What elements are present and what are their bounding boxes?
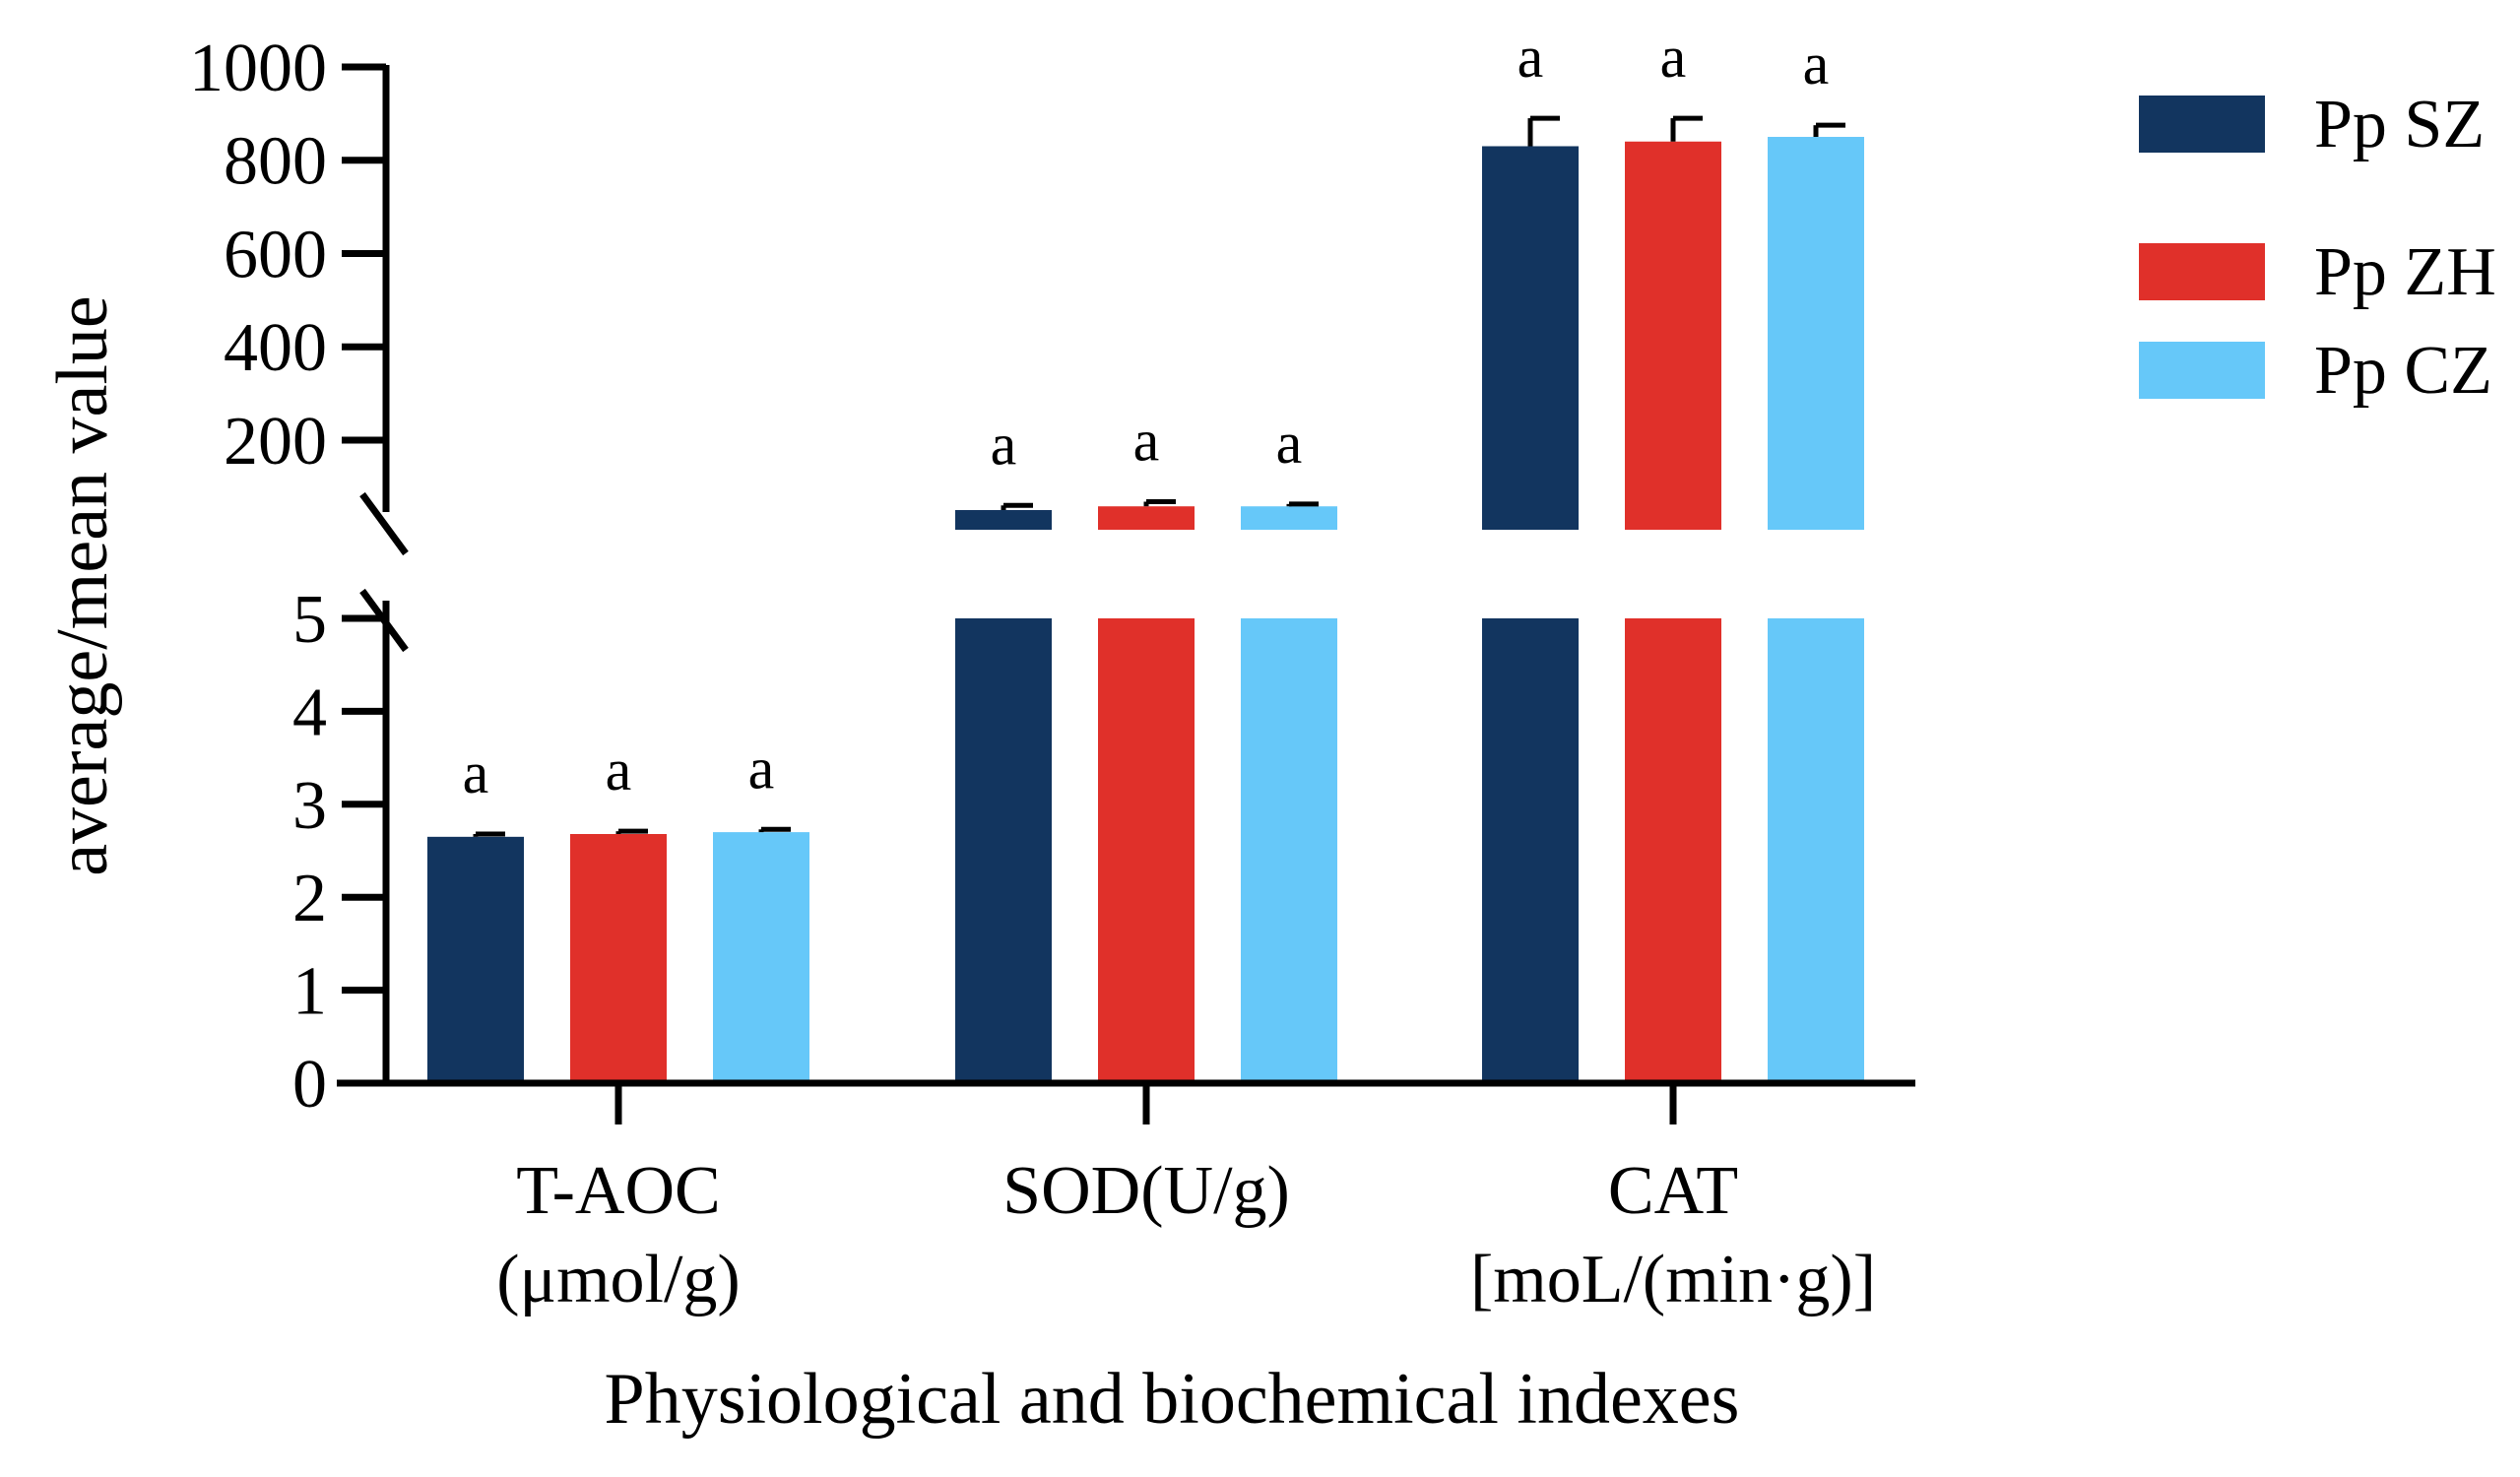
legend-swatch: [2139, 243, 2265, 300]
legend-entry-pp-cz: Pp CZ: [2139, 333, 2492, 409]
bar-lower: [1625, 618, 1721, 1083]
y-tick-label: 600: [224, 217, 327, 292]
x-tick-label: SOD(U/g): [1002, 1153, 1290, 1229]
bar-lower: [1768, 618, 1864, 1083]
x-tick-label: CAT [moL/(min·g)]: [1470, 1153, 1876, 1317]
y-tick-label: 800: [224, 124, 327, 200]
plot-area: a a a a a a a a a T-AOC (μmol/g) SOD(U/g) CAT [moL/(m…: [189, 25, 1915, 1317]
significance-label: a: [1276, 411, 1303, 476]
bar: [570, 834, 667, 1083]
y-axis-title: average/mean value: [42, 295, 123, 876]
y-tick-label: 0: [292, 1047, 327, 1123]
bar-lower: [1241, 618, 1337, 1083]
x-axis-title: Physiological and biochemical indexes: [605, 1359, 1740, 1440]
legend-entry-pp-zh: Pp ZH: [2139, 234, 2496, 310]
significance-label: a: [1660, 25, 1687, 90]
y-tick-label: 4: [292, 674, 327, 750]
bar-upper: [955, 510, 1052, 530]
y-tick-label: 2: [292, 861, 327, 936]
bar-lower: [1098, 618, 1195, 1083]
y-tick-label: 1000: [189, 31, 327, 106]
y-tick-label: 400: [224, 310, 327, 386]
significance-label: a: [1803, 32, 1830, 96]
significance-label: a: [991, 412, 1017, 477]
bar-upper: [1482, 146, 1579, 531]
bar: [427, 836, 524, 1083]
x-tick-label-line: T-AOC: [516, 1153, 720, 1229]
legend-swatch: [2139, 342, 2265, 399]
bar-upper: [1241, 506, 1337, 530]
x-tick-label-line: [moL/(min·g)]: [1470, 1242, 1876, 1317]
bar: [713, 832, 809, 1083]
bar-lower: [955, 618, 1052, 1083]
x-tick-label-line: CAT: [1608, 1153, 1738, 1229]
significance-label: a: [606, 738, 632, 803]
legend-label: Pp ZH: [2314, 234, 2496, 310]
y-tick-label: 1: [292, 954, 327, 1030]
y-tick-label: 3: [292, 768, 327, 844]
x-tick-label: T-AOC (μmol/g): [496, 1153, 741, 1317]
significance-label: a: [463, 740, 489, 805]
bar-upper: [1098, 506, 1195, 530]
bar-upper: [1625, 141, 1721, 530]
x-tick-label-line: SOD(U/g): [1002, 1153, 1290, 1229]
significance-label: a: [748, 736, 775, 801]
legend-swatch: [2139, 96, 2265, 153]
significance-label: a: [1133, 408, 1160, 473]
bar-upper: [1768, 137, 1864, 530]
y-tick-label: 200: [224, 404, 327, 480]
significance-label: a: [1518, 25, 1544, 90]
legend-entry-pp-sz: Pp SZ: [2139, 87, 2485, 162]
legend-label: Pp CZ: [2314, 333, 2492, 409]
axis-break-mark: [359, 588, 409, 653]
axis-break-mark: [359, 491, 409, 556]
legend-label: Pp SZ: [2314, 87, 2485, 162]
legend: Pp SZ Pp ZH Pp CZ: [2139, 87, 2496, 409]
y-tick-label: 5: [292, 582, 327, 658]
bar-lower: [1482, 618, 1579, 1083]
x-tick-label-line: (μmol/g): [496, 1242, 741, 1317]
